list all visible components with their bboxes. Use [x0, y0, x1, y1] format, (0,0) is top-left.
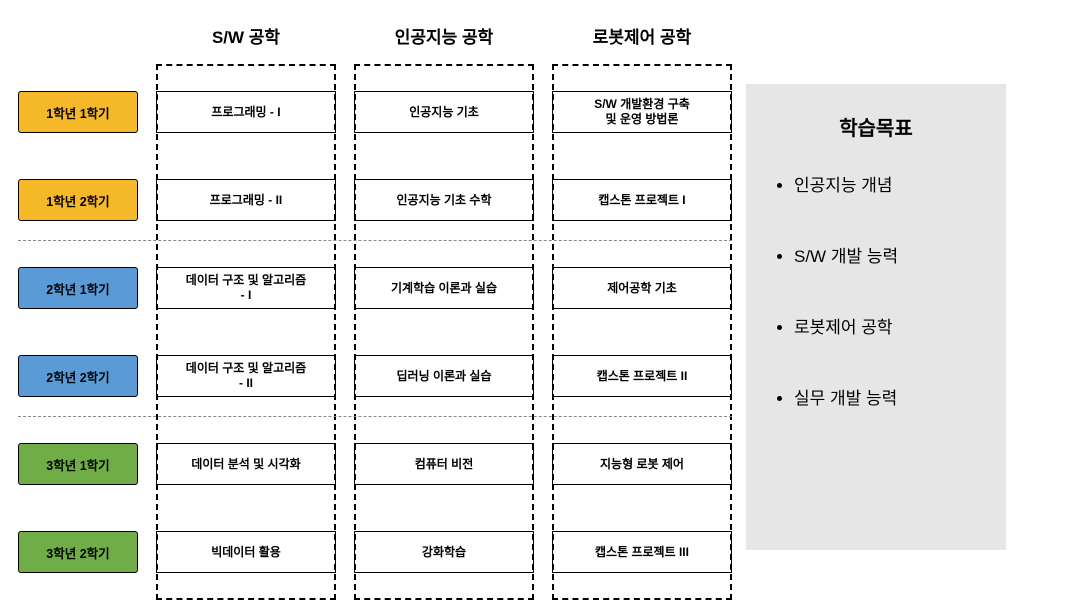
track-header-2: 로봇제어 공학 — [552, 18, 732, 52]
year-divider-0 — [18, 240, 732, 241]
course-box-1-2: 캡스톤 프로젝트 I — [552, 179, 732, 221]
course-box-3-1: 딥러닝 이론과 실습 — [354, 355, 534, 397]
course-box-2-2: 제어공학 기초 — [552, 267, 732, 309]
course-box-4-1: 컴퓨터 비전 — [354, 443, 534, 485]
goal-item-3: 실무 개발 능력 — [794, 384, 980, 409]
goals-panel: 학습목표 인공지능 개념 S/W 개발 능력로봇제어 공학실무 개발 능력 — [746, 84, 1006, 550]
semester-label-0: 1학년 1학기 — [18, 91, 138, 133]
track-column-outline-1 — [354, 64, 534, 600]
year-divider-1 — [18, 416, 732, 417]
course-box-3-2: 캡스톤 프로젝트 II — [552, 355, 732, 397]
course-box-1-1: 인공지능 기초 수학 — [354, 179, 534, 221]
semester-label-1: 1학년 2학기 — [18, 179, 138, 221]
course-box-0-1: 인공지능 기초 — [354, 91, 534, 133]
goals-title: 학습목표 — [772, 112, 980, 141]
course-box-4-2: 지능형 로봇 제어 — [552, 443, 732, 485]
track-column-outline-0 — [156, 64, 336, 600]
header-empty — [18, 18, 138, 52]
goal-item-0: 인공지능 개념 — [794, 171, 980, 196]
course-box-0-2: S/W 개발환경 구축 및 운영 방법론 — [552, 91, 732, 133]
curriculum-grid: S/W 공학 인공지능 공학 로봇제어 공학 1학년 1학기 프로그래밍 - I 인공지능… — [18, 18, 732, 580]
semester-label-3: 2학년 2학기 — [18, 355, 138, 397]
semester-label-2: 2학년 1학기 — [18, 267, 138, 309]
track-header-1: 인공지능 공학 — [354, 18, 534, 52]
course-box-5-2: 캡스톤 프로젝트 III — [552, 531, 732, 573]
course-box-5-0: 빅데이터 활용 — [156, 531, 336, 573]
course-box-3-0: 데이터 구조 및 알고리즘 - II — [156, 355, 336, 397]
course-box-2-0: 데이터 구조 및 알고리즘 - I — [156, 267, 336, 309]
goals-list: 인공지능 개념 S/W 개발 능력로봇제어 공학실무 개발 능력 — [772, 171, 980, 409]
course-box-1-0: 프로그래밍 - II — [156, 179, 336, 221]
course-box-0-0: 프로그래밍 - I — [156, 91, 336, 133]
track-column-outline-2 — [552, 64, 732, 600]
course-box-2-1: 기계학습 이론과 실습 — [354, 267, 534, 309]
goal-item-2: 로봇제어 공학 — [794, 313, 980, 338]
semester-label-4: 3학년 1학기 — [18, 443, 138, 485]
semester-label-5: 3학년 2학기 — [18, 531, 138, 573]
goal-item-1: S/W 개발 능력 — [794, 242, 980, 267]
course-box-5-1: 강화학습 — [354, 531, 534, 573]
course-box-4-0: 데이터 분석 및 시각화 — [156, 443, 336, 485]
track-header-0: S/W 공학 — [156, 18, 336, 52]
